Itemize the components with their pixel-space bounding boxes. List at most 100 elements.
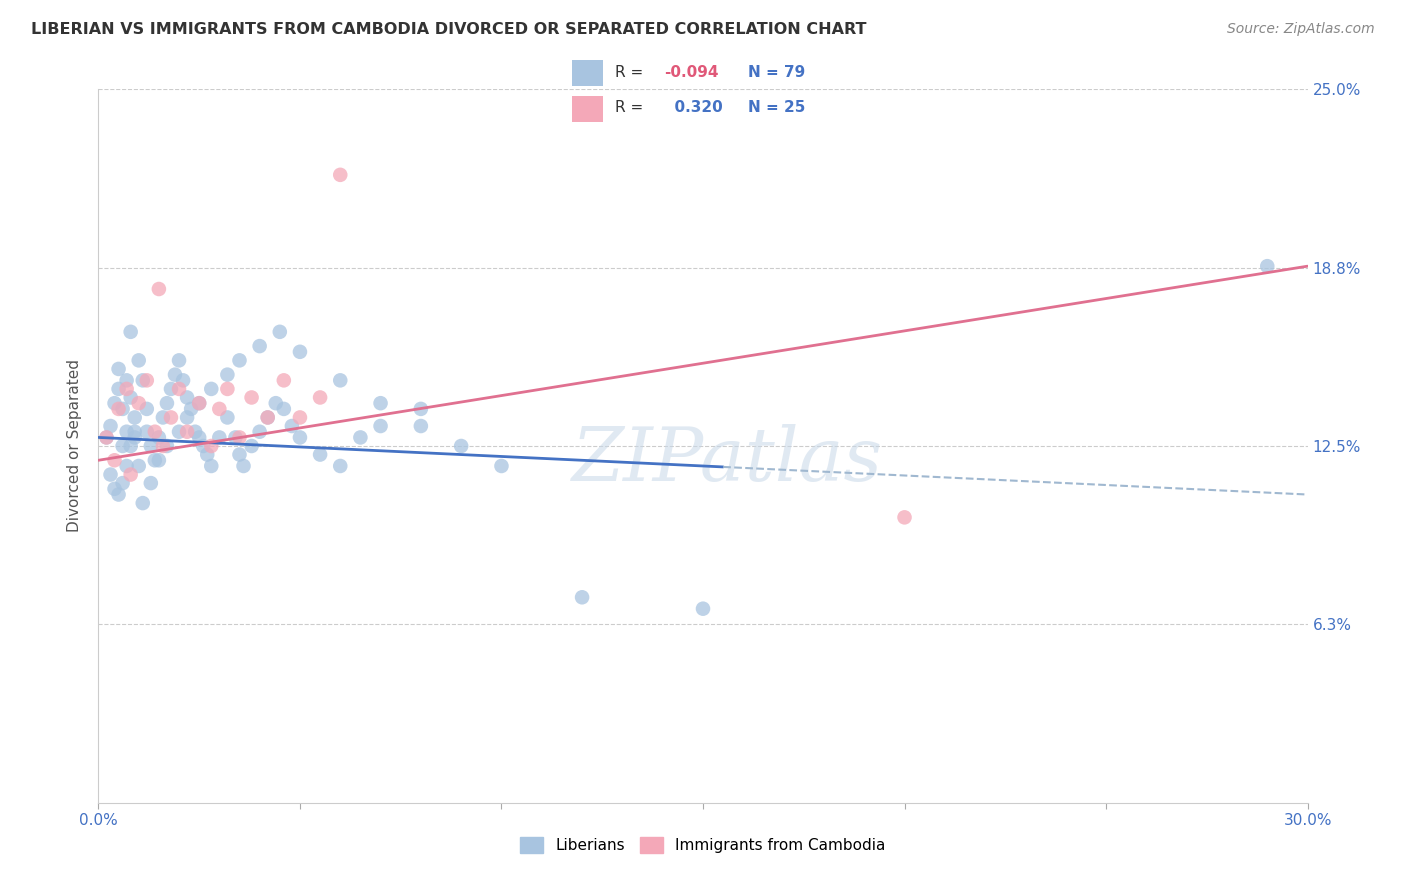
Point	[224, 430, 246, 444]
Point	[111, 401, 134, 416]
Point	[128, 353, 150, 368]
Point	[264, 396, 287, 410]
Point	[200, 439, 222, 453]
Point	[217, 410, 239, 425]
Point	[120, 467, 142, 482]
Point	[184, 425, 207, 439]
Point	[269, 325, 291, 339]
Bar	[572, 61, 603, 87]
Point	[120, 391, 142, 405]
Text: N = 79: N = 79	[748, 65, 806, 80]
Point	[115, 458, 138, 473]
Point	[193, 439, 215, 453]
Point	[128, 458, 150, 473]
Point	[188, 430, 211, 444]
Text: R =: R =	[614, 65, 648, 80]
Point	[329, 168, 352, 182]
Point	[180, 401, 202, 416]
Point	[103, 453, 125, 467]
Point	[107, 487, 129, 501]
Point	[107, 401, 129, 416]
Text: ZIPatlas: ZIPatlas	[572, 424, 883, 497]
Text: -0.094: -0.094	[665, 65, 718, 80]
Point	[370, 419, 392, 434]
Point	[232, 458, 254, 473]
Point	[491, 458, 513, 473]
Point	[115, 425, 138, 439]
Point	[132, 496, 155, 510]
Text: N = 25: N = 25	[748, 100, 806, 115]
Point	[273, 401, 295, 416]
Text: LIBERIAN VS IMMIGRANTS FROM CAMBODIA DIVORCED OR SEPARATED CORRELATION CHART: LIBERIAN VS IMMIGRANTS FROM CAMBODIA DIV…	[31, 22, 866, 37]
Point	[176, 391, 198, 405]
Point	[208, 401, 231, 416]
Point	[176, 425, 198, 439]
Point	[107, 362, 129, 376]
Point	[195, 448, 218, 462]
Point	[167, 382, 190, 396]
Point	[148, 282, 170, 296]
Y-axis label: Divorced or Separated: Divorced or Separated	[67, 359, 83, 533]
Point	[139, 439, 162, 453]
Point	[200, 458, 222, 473]
Point	[148, 453, 170, 467]
Point	[240, 439, 263, 453]
Point	[103, 482, 125, 496]
Point	[217, 382, 239, 396]
Point	[96, 430, 118, 444]
Bar	[572, 96, 603, 122]
Point	[132, 373, 155, 387]
Point	[176, 410, 198, 425]
Point	[96, 430, 118, 444]
Point	[329, 458, 352, 473]
Point	[139, 476, 162, 491]
Point	[128, 396, 150, 410]
Point	[111, 476, 134, 491]
Point	[111, 439, 134, 453]
Point	[228, 430, 250, 444]
Point	[103, 396, 125, 410]
Point	[100, 467, 122, 482]
Point	[167, 353, 190, 368]
Point	[143, 425, 166, 439]
Point	[208, 430, 231, 444]
Point	[309, 448, 332, 462]
Point	[571, 591, 593, 605]
Point	[120, 439, 142, 453]
Point	[172, 373, 194, 387]
Point	[249, 425, 271, 439]
Point	[188, 396, 211, 410]
Point	[228, 448, 250, 462]
Point	[370, 396, 392, 410]
Text: R =: R =	[614, 100, 648, 115]
Point	[135, 425, 157, 439]
Point	[124, 425, 146, 439]
Point	[409, 419, 432, 434]
Legend: Liberians, Immigrants from Cambodia: Liberians, Immigrants from Cambodia	[515, 831, 891, 859]
Point	[135, 373, 157, 387]
Point	[288, 344, 311, 359]
Point	[692, 601, 714, 615]
Point	[200, 382, 222, 396]
Point	[450, 439, 472, 453]
Point	[240, 391, 263, 405]
Point	[120, 325, 142, 339]
Point	[273, 373, 295, 387]
Point	[115, 373, 138, 387]
Point	[249, 339, 271, 353]
Point	[152, 439, 174, 453]
Point	[156, 439, 179, 453]
Point	[135, 401, 157, 416]
Point	[188, 396, 211, 410]
Point	[163, 368, 186, 382]
Point	[156, 396, 179, 410]
Point	[256, 410, 278, 425]
Point	[329, 373, 352, 387]
Point	[160, 382, 183, 396]
Point	[152, 410, 174, 425]
Point	[107, 382, 129, 396]
Text: 0.320: 0.320	[665, 100, 723, 115]
Point	[893, 510, 915, 524]
Point	[167, 425, 190, 439]
Text: Source: ZipAtlas.com: Source: ZipAtlas.com	[1227, 22, 1375, 37]
